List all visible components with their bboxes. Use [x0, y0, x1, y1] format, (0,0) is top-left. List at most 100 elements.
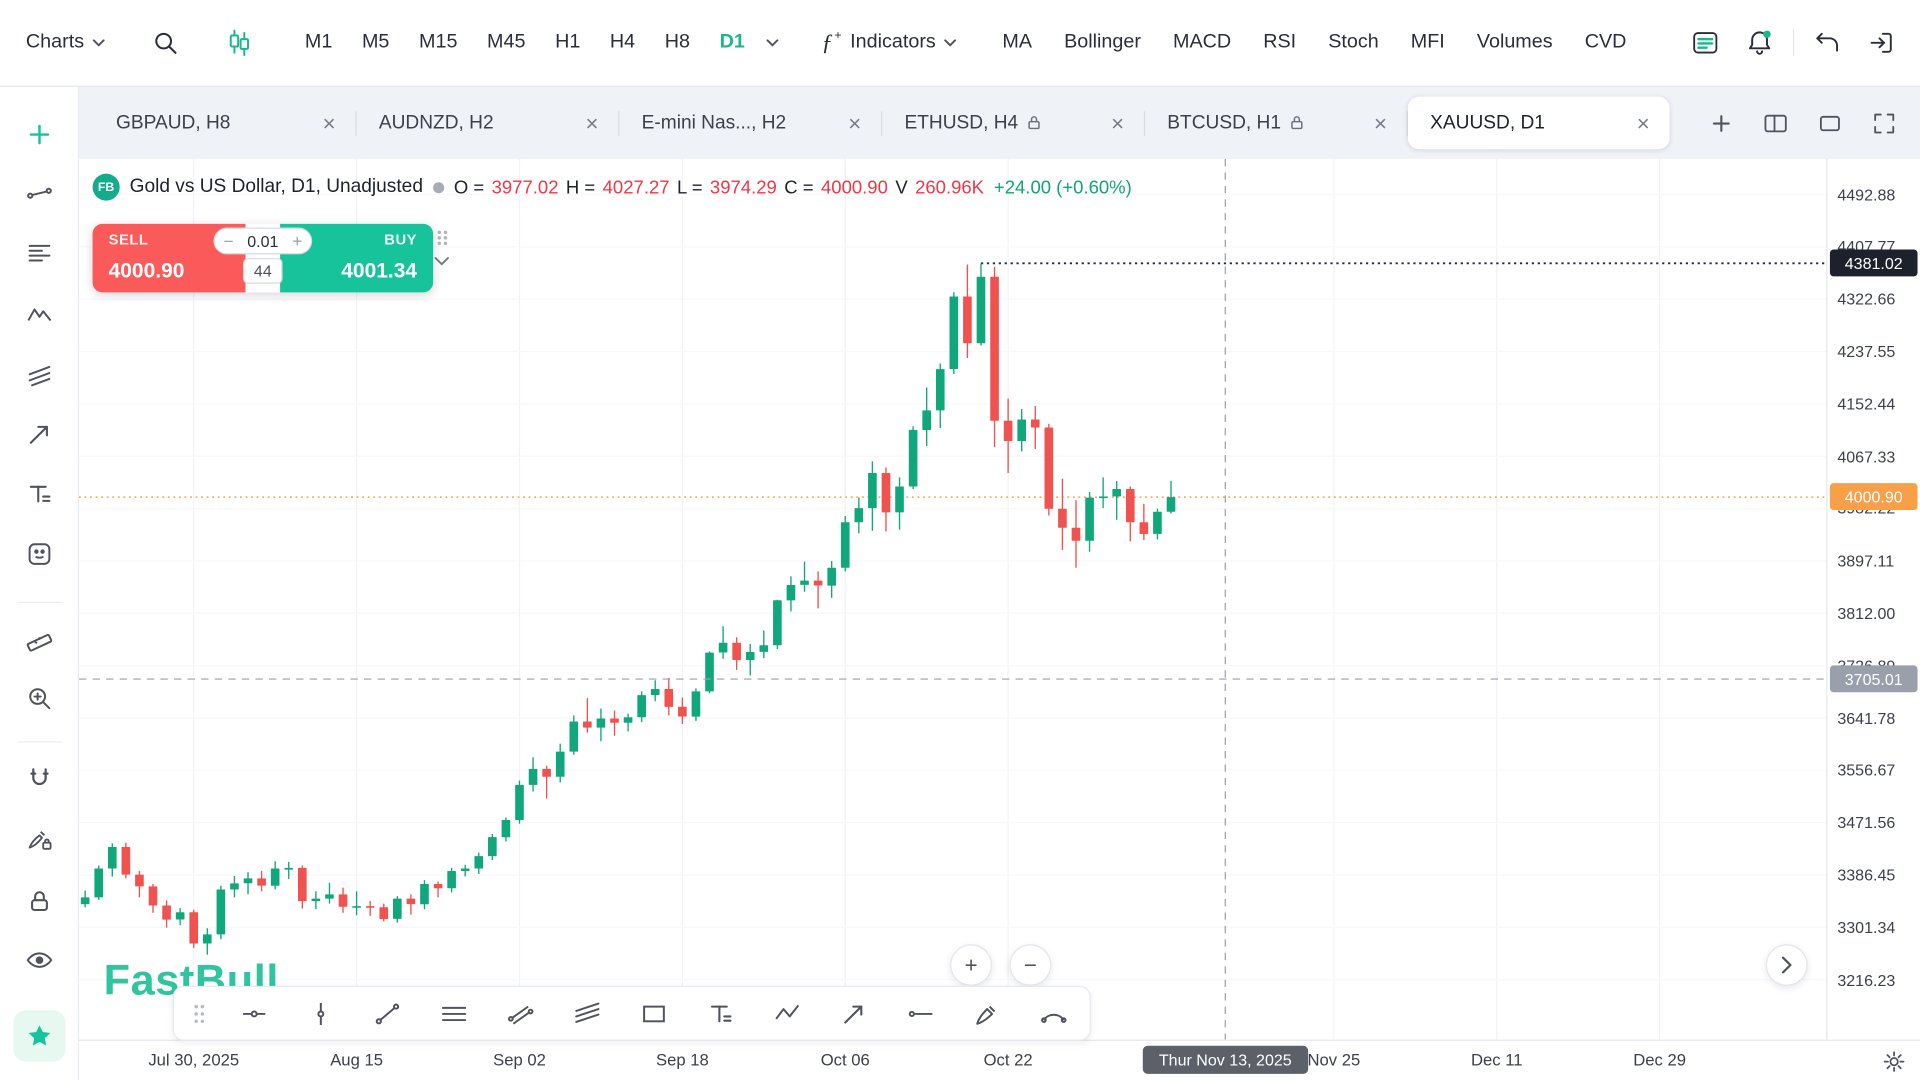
timeframe-h4[interactable]: H4 — [609, 31, 636, 53]
zoom-in-button[interactable]: + — [950, 944, 993, 986]
tab-label-wrap: BTCUSD, H1 — [1167, 112, 1304, 134]
shortcut-ma[interactable]: MA — [1002, 31, 1033, 53]
volume-value: 260.96K — [915, 176, 985, 198]
shortcut-stoch[interactable]: Stoch — [1328, 31, 1379, 53]
lock-drawings-tool[interactable] — [15, 816, 62, 862]
horizontal-ray-tool[interactable] — [900, 993, 942, 1035]
shortcut-macd[interactable]: MACD — [1173, 31, 1232, 53]
tab-close-icon[interactable]: × — [322, 110, 336, 136]
disjoint-channel-icon — [575, 1001, 600, 1023]
tab-e-mini-nas-[interactable]: E-mini Nas..., H2 × — [619, 97, 881, 150]
zoom-tool[interactable] — [15, 675, 62, 721]
horizontal-lines-tool[interactable] — [433, 993, 475, 1035]
alerts-button[interactable] — [1739, 22, 1781, 64]
fullscreen-button[interactable] — [1863, 102, 1905, 144]
tab-close-icon[interactable]: × — [1636, 110, 1650, 136]
disjoint-channel-tool[interactable] — [566, 993, 608, 1035]
star-icon — [28, 1025, 50, 1046]
rectangle-tool[interactable] — [633, 993, 675, 1035]
lock-tool[interactable] — [15, 878, 62, 924]
tab-ethusd[interactable]: ETHUSD, H4 × — [882, 97, 1144, 150]
parallel-channel-tool[interactable] — [500, 993, 542, 1035]
compare-symbols-button[interactable] — [219, 22, 261, 64]
tab-separator — [355, 110, 357, 136]
toolbar-drag-handle[interactable] — [189, 993, 209, 1035]
tab-btcusd[interactable]: BTCUSD, H1 × — [1145, 97, 1407, 150]
add-tab-button[interactable] — [1700, 102, 1742, 144]
price-tick-label: 3386.45 — [1837, 865, 1896, 885]
shortcut-bollinger[interactable]: Bollinger — [1064, 31, 1141, 53]
collapse-chevron-icon[interactable] — [434, 257, 449, 266]
arrow-tool[interactable] — [833, 993, 875, 1035]
timeframe-m15[interactable]: M15 — [419, 31, 458, 53]
panels-button[interactable] — [1684, 22, 1726, 64]
mountain-icon — [26, 308, 51, 322]
qty-increase-button[interactable]: + — [292, 231, 303, 251]
add-button[interactable] — [15, 111, 62, 157]
tab-gbpaud[interactable]: GBPAUD, H8 × — [94, 97, 356, 150]
timeframe-m5[interactable]: M5 — [361, 31, 390, 53]
broker-logo[interactable]: FB — [92, 173, 120, 201]
timeframe-d1[interactable]: D1 — [719, 31, 745, 53]
scroll-to-latest-button[interactable] — [1765, 944, 1808, 986]
indicators-button[interactable]: ƒ + Indicators — [809, 21, 969, 64]
price-axis[interactable]: 4492.88 4407.77 4322.66 4237.55 4152.44 4067.… — [1826, 159, 1920, 1040]
arc-tool[interactable] — [1033, 993, 1075, 1035]
settings-button[interactable] — [1879, 1047, 1909, 1076]
ohlc-readout: O = 3977.02 H = 4027.27 L = 3974.29 C = … — [454, 177, 1132, 198]
shortcut-rsi[interactable]: RSI — [1263, 31, 1297, 53]
horizontal-line-tool[interactable] — [233, 993, 275, 1035]
magnet-tool[interactable] — [15, 756, 62, 802]
timeframe-h1[interactable]: H1 — [555, 31, 581, 53]
measure-tool[interactable] — [15, 615, 62, 661]
qty-decrease-button[interactable]: − — [223, 231, 234, 251]
vertical-line-tool[interactable] — [300, 993, 342, 1035]
text-tool[interactable] — [15, 471, 62, 517]
time-axis[interactable]: Jul 30, 2025 Aug 15 Sep 02 Sep 18 Oct 06 Oct … — [78, 1039, 1920, 1080]
tab-close-icon[interactable]: × — [585, 110, 599, 136]
brush-tool[interactable] — [966, 993, 1008, 1035]
symbol-header: FB Gold vs US Dollar, D1, Unadjusted O =… — [92, 171, 1132, 203]
timeframe-m1[interactable]: M1 — [304, 31, 333, 53]
tab-close-icon[interactable]: × — [1111, 110, 1125, 136]
trend-line-tool[interactable] — [366, 993, 408, 1035]
tab-close-icon[interactable]: × — [1373, 110, 1387, 136]
tab-strip-bar: GBPAUD, H8 × AUDNZD, H2 × E-mini Nas..., H2 ×… — [78, 86, 1920, 160]
sign-in-button[interactable] — [1861, 22, 1903, 64]
stickers-tool[interactable] — [15, 531, 62, 577]
tab-audnzd[interactable]: AUDNZD, H2 × — [357, 97, 619, 150]
undo-button[interactable] — [1806, 22, 1848, 64]
tab-close-icon[interactable]: × — [848, 110, 862, 136]
channels-tool[interactable] — [15, 351, 62, 397]
search-button[interactable] — [145, 22, 187, 64]
charts-menu-button[interactable]: Charts — [14, 22, 118, 64]
text-tool[interactable] — [700, 993, 742, 1035]
timeframe-dropdown-button[interactable] — [757, 22, 787, 64]
high-label: H = — [565, 176, 596, 198]
timeframe-m45[interactable]: M45 — [487, 31, 526, 53]
shortcut-cvd[interactable]: CVD — [1584, 31, 1627, 53]
zigzag-tool[interactable] — [766, 993, 808, 1035]
order-widget: SELL 4000.90 BUY 4001.34 − 0.01 + 44 — [92, 223, 434, 293]
favorites-tool[interactable] — [12, 1010, 65, 1062]
pattern-tool[interactable] — [15, 290, 62, 336]
single-view-button[interactable] — [1809, 102, 1851, 144]
shortcut-mfi[interactable]: MFI — [1410, 31, 1445, 53]
shortcut-volumes[interactable]: Volumes — [1476, 31, 1553, 53]
drag-handle-icon[interactable] — [436, 230, 447, 246]
timeframe-h8[interactable]: H8 — [664, 31, 691, 53]
qty-value[interactable]: 0.01 — [247, 231, 279, 251]
layout-grid-button[interactable] — [1755, 102, 1797, 144]
horizontal-lines-tool[interactable] — [15, 230, 62, 276]
zoom-out-button[interactable]: − — [1009, 944, 1052, 986]
time-tick-label: Sep 02 — [493, 1050, 546, 1069]
symbol-title[interactable]: Gold vs US Dollar, D1, Unadjusted — [129, 176, 423, 197]
arrow-tool[interactable] — [15, 411, 62, 457]
lock-icon — [30, 891, 48, 912]
visibility-tool[interactable] — [15, 937, 62, 983]
trend-line-tool[interactable] — [15, 170, 62, 216]
tab-label: BTCUSD, H1 — [1167, 111, 1282, 133]
tab-xauusd[interactable]: XAUUSD, D1 × — [1407, 96, 1670, 150]
